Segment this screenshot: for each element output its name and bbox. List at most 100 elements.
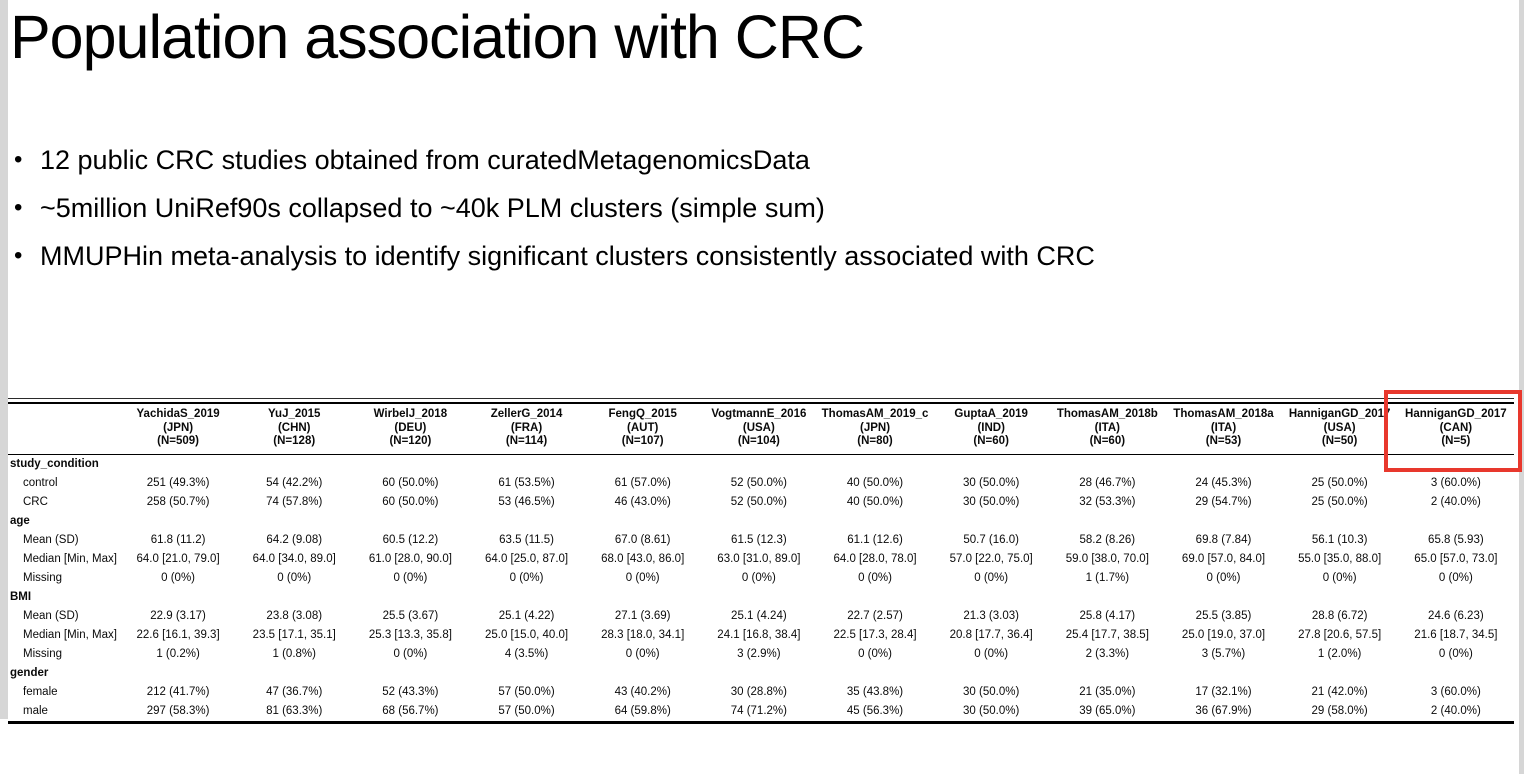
bullet-item: MMUPHin meta-analysis to identify signif… [14,232,1095,280]
column-header: YachidaS_2019 (JPN) (N=509) [120,403,236,454]
table-cell: 3 (2.9%) [737,647,781,660]
table-cell: 64.0 [21.0, 79.0] [136,552,220,565]
column-header: HanniganGD_2017 (CAN) (N=5) [1398,403,1514,454]
column-header-country: (CHN) [277,421,311,434]
table-cell: 30 (50.0%) [963,476,1020,489]
table-cell: 27.1 (3.69) [614,609,671,622]
table-cell: 0 (0%) [974,571,1009,584]
table-row: Missing 0 (0%) 0 (0%) 0 (0%) 0 (0%) 0 (0%) 0 (… [8,569,1514,588]
table-cell: 22.7 (2.57) [847,609,903,622]
table-cell: 59.0 [38.0, 70.0] [1065,552,1149,565]
table-cell: 25.0 [15.0, 40.0] [484,628,569,641]
table-cell: 25 (50.0%) [1311,495,1368,508]
table-cell [817,664,933,683]
table-cell: 21.6 [18.7, 34.5] [1414,628,1498,641]
table-cell: 25.3 [13.3, 35.8] [368,628,452,641]
table-cell: 64.0 [34.0, 89.0] [252,552,336,565]
table-cell [701,664,817,683]
table-cell: 61 (57.0%) [614,476,671,489]
table-cell: 40 (50.0%) [846,476,904,489]
table-cell [1282,512,1398,531]
table-cell: 27.8 [20.6, 57.5] [1298,628,1382,641]
table-cell [585,588,701,607]
table-cell: 67.0 (8.61) [614,533,671,546]
column-header: YuJ_2015 (CHN) (N=128) [236,403,352,454]
column-header-country: (ITA) [1210,421,1237,434]
table-cell: 0 (0%) [858,571,892,584]
column-header-study: FengQ_2015 [608,408,677,420]
column-header: WirbelJ_2018 (DEU) (N=120) [352,403,468,454]
table-cell: 25.5 (3.67) [382,609,439,622]
table-cell: 4 (3.5%) [504,647,549,660]
table-cell: 0 (0%) [393,647,428,660]
column-header: GuptaA_2019 (IND) (N=60) [933,403,1049,454]
table-row: Median [Min, Max] 64.0 [21.0, 79.0] 64.0 [… [8,550,1514,569]
table-cell: 25.0 [19.0, 37.0] [1181,628,1266,641]
table-cell: 61 (53.5%) [498,476,555,489]
table-cell: 30 (50.0%) [963,685,1020,698]
table-cell: 23.8 (3.08) [266,609,323,622]
table-cell [1165,454,1281,474]
table-cell: 54 (42.2%) [266,476,323,489]
table-cell: 46 (43.0%) [614,495,671,508]
table-cell: 0 (0%) [161,571,196,584]
table-cell: 0 (0%) [1322,571,1357,584]
table-cell [701,454,817,474]
table-cell [236,588,352,607]
table-cell [585,664,701,683]
bullet-item: 12 public CRC studies obtained from cura… [14,136,1095,184]
table-cell: 61.1 (12.6) [847,533,903,546]
table-cell: 24.1 [16.8, 38.4] [717,628,801,641]
table-cell [352,588,468,607]
row-label: Median [Min, Max] [23,552,117,565]
column-header-study: ThomasAM_2018a [1173,408,1274,420]
table-cell: 25.1 (4.22) [498,609,555,622]
table-cell [468,454,584,474]
table-cell [352,454,468,474]
table-cell [1398,588,1514,607]
table-cell: 1 (2.0%) [1317,647,1362,660]
table-cell: 0 (0%) [1206,571,1241,584]
column-header: ZellerG_2014 (FRA) (N=114) [468,403,584,454]
table-cell [1398,664,1514,683]
table-cell: 74 (71.2%) [730,704,787,717]
table-cell: 22.6 [16.1, 39.3] [136,628,220,641]
row-label: Mean (SD) [23,609,79,622]
table-cell: 65.0 [57.0, 73.0] [1414,552,1498,565]
table-row: CRC 258 (50.7%) 74 (57.8%) 60 (50.0%) 53 (46… [8,493,1514,512]
column-header-n: (N=120) [389,435,432,447]
column-header-study: VogtmannE_2016 [711,408,807,420]
table-cell: 39 (65.0%) [1079,704,1136,717]
table-cell: 29 (58.0%) [1311,704,1368,717]
table-cell: 17 (32.1%) [1195,685,1252,698]
table-cell [236,454,352,474]
table-cell: 25 (50.0%) [1311,476,1368,489]
table-cell: 0 (0%) [625,571,660,584]
table-cell [1165,664,1281,683]
table-cell [1282,454,1398,474]
row-label: Median [Min, Max] [23,628,117,641]
table-cell: 25.8 (4.17) [1079,609,1136,622]
table-cell [1049,512,1165,531]
table-cell: 2 (40.0%) [1430,495,1481,508]
table-cell: 60.5 (12.2) [382,533,439,546]
table-cell: 43 (40.2%) [614,685,671,698]
table-cell: 64 (59.8%) [614,704,671,717]
table-cell: 40 (50.0%) [846,495,904,508]
group-row: study_condition [8,454,1514,474]
table-cell: 25.4 [17.7, 38.5] [1065,628,1149,641]
table-cell: 68.0 [43.0, 86.0] [601,552,685,565]
column-header-n: (N=50) [1321,435,1358,447]
column-header-country: (DEU) [394,421,427,434]
table-cell: 50.7 (16.0) [963,533,1019,546]
table-cell [933,512,1049,531]
column-header-n: (N=107) [621,435,664,447]
table-cell: 297 (58.3%) [146,704,210,717]
bullet-item: ~5million UniRef90s collapsed to ~40k PL… [14,184,1095,232]
table-cell: 45 (56.3%) [846,704,904,717]
table-cell: 0 (0%) [741,571,776,584]
table-cell: 28 (46.7%) [1079,476,1136,489]
table-cell [1049,588,1165,607]
table-cell: 22.5 [17.3, 28.4] [833,628,917,641]
column-header-n: (N=53) [1205,435,1242,447]
